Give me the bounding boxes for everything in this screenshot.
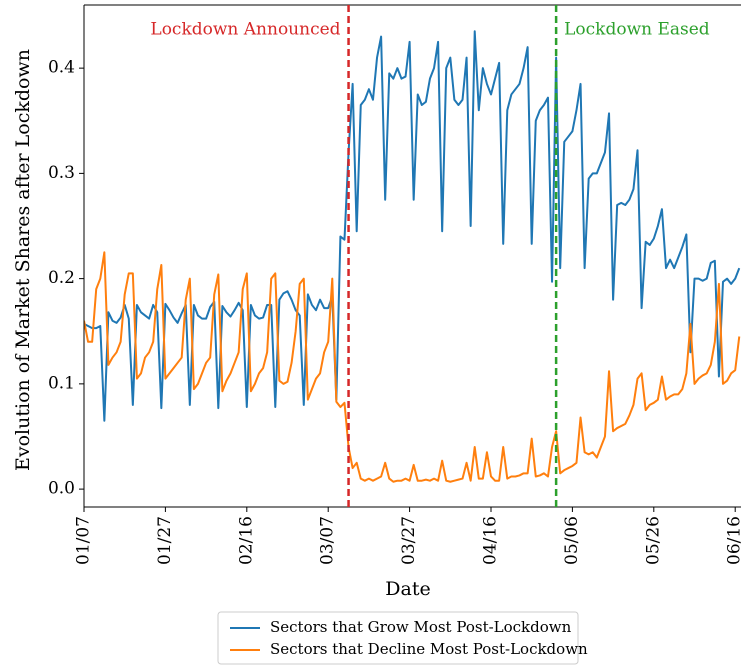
y-tick-label: 0.1 (48, 373, 75, 393)
x-tick-label: 06/16 (725, 516, 741, 565)
x-tick-label: 02/16 (236, 516, 256, 565)
x-tick-label: 03/27 (399, 516, 419, 565)
legend-label: Sectors that Grow Most Post-Lockdown (270, 618, 572, 636)
y-tick-label: 0.0 (48, 479, 75, 499)
legend-box (217, 611, 579, 665)
x-tick-label: 05/06 (562, 516, 582, 565)
event-label: Lockdown Announced (150, 20, 340, 40)
y-tick-label: 0.2 (48, 268, 75, 288)
y-axis-label: Evolution of Market Shares after Lockdow… (12, 49, 34, 471)
series-line (84, 30, 741, 422)
x-tick-label: 01/07 (74, 516, 94, 565)
x-tick-label: 03/07 (318, 516, 338, 565)
series-line (84, 251, 741, 483)
legend-label: Sectors that Decline Most Post-Lockdown (270, 640, 588, 658)
axes-frame (83, 4, 741, 508)
y-tick-label: 0.4 (48, 58, 75, 78)
x-tick-label: 01/27 (155, 516, 175, 565)
y-tick-label: 0.3 (48, 163, 75, 183)
x-tick-label: 05/26 (643, 516, 663, 565)
x-tick-label: 04/16 (481, 516, 501, 565)
x-axis-label: Date (385, 578, 430, 600)
plot-area (84, 30, 741, 483)
event-label: Lockdown Eased (564, 20, 710, 40)
